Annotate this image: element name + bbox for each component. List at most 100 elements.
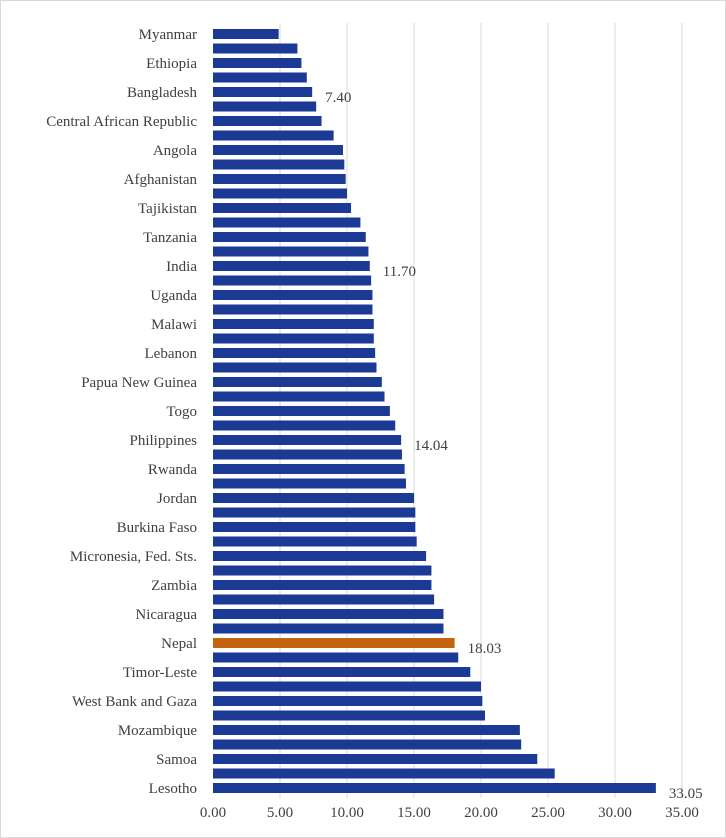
- bar: [213, 101, 317, 112]
- category-label: Lesotho: [149, 781, 197, 797]
- category-label: Rwanda: [148, 462, 197, 478]
- bar: [213, 580, 432, 590]
- bar: [213, 232, 366, 242]
- category-label: Papua New Guinea: [81, 375, 197, 391]
- bar: [213, 739, 522, 750]
- bar: [213, 565, 432, 576]
- bar: [213, 188, 347, 199]
- data-label: 18.03: [468, 641, 502, 657]
- category-label: Zambia: [151, 578, 197, 594]
- category-label: Philippines: [129, 433, 197, 449]
- x-tick-label: 10.00: [330, 805, 364, 821]
- bar: [213, 768, 555, 779]
- category-label: Timor-Leste: [123, 665, 197, 681]
- category-label: Jordan: [157, 491, 197, 507]
- x-tick-label: 30.00: [598, 805, 632, 821]
- data-label: 14.04: [414, 438, 448, 454]
- bar: [213, 406, 390, 416]
- x-tick-label: 15.00: [397, 805, 431, 821]
- gridlines: [279, 23, 683, 798]
- bars: [213, 29, 656, 793]
- bar: [213, 333, 374, 344]
- category-label: Tanzania: [143, 230, 197, 246]
- category-label: Bangladesh: [127, 85, 197, 101]
- x-tick-label: 20.00: [464, 805, 498, 821]
- bar: [213, 377, 382, 387]
- bar: [213, 391, 385, 402]
- x-tick-label: 0.00: [200, 805, 226, 821]
- bar-highlight: [213, 638, 455, 648]
- bar: [213, 58, 302, 68]
- x-tick-label: 25.00: [531, 805, 565, 821]
- bar: [213, 174, 346, 184]
- bar: [213, 551, 427, 561]
- category-label: Nepal: [161, 636, 197, 652]
- data-label: 7.40: [325, 90, 351, 106]
- bar: [213, 623, 444, 634]
- bar: [213, 507, 416, 518]
- x-tick-labels: 0.00 5.00 10.00 15.00 20.00 25.00 30.00 35.00: [200, 805, 699, 821]
- bar: [213, 464, 405, 474]
- category-label: Uganda: [150, 288, 197, 304]
- bar: [213, 522, 416, 532]
- bar: [213, 681, 481, 692]
- bar: [213, 145, 343, 155]
- x-tick-label: 5.00: [267, 805, 293, 821]
- bar: [213, 478, 406, 489]
- category-label: Angola: [153, 143, 198, 159]
- category-labels: Myanmar Ethiopia Bangladesh Central African…: [46, 27, 197, 797]
- bar: [213, 304, 373, 315]
- category-label: Tajikistan: [138, 201, 197, 217]
- bar: [213, 203, 352, 213]
- category-label: Afghanistan: [124, 172, 198, 188]
- bar: [213, 130, 334, 141]
- bar: [213, 348, 376, 358]
- category-label: Myanmar: [139, 27, 197, 43]
- bar: [213, 217, 361, 228]
- bar: [213, 725, 520, 735]
- bar: [213, 290, 373, 300]
- bar: [213, 246, 369, 257]
- bar: [213, 420, 396, 431]
- bar: [213, 449, 402, 460]
- bar: [213, 116, 322, 126]
- bar: [213, 72, 307, 83]
- category-label: Burkina Faso: [117, 520, 197, 536]
- bar: [213, 594, 435, 605]
- bar: [213, 493, 414, 503]
- data-label: 33.05: [669, 786, 703, 802]
- bar: [213, 652, 459, 663]
- x-tick-label: 35.00: [665, 805, 699, 821]
- bar: [213, 536, 417, 547]
- category-label: Micronesia, Fed. Sts.: [70, 549, 197, 565]
- bar: [213, 87, 313, 97]
- bar: [213, 783, 656, 793]
- category-label: Togo: [166, 404, 197, 420]
- category-label: West Bank and Gaza: [72, 694, 197, 710]
- data-label: 11.70: [383, 264, 416, 280]
- category-label: Ethiopia: [146, 56, 197, 72]
- category-label: India: [166, 259, 197, 275]
- category-label: Central African Republic: [46, 114, 197, 130]
- category-label: Malawi: [151, 317, 197, 333]
- data-labels: 7.40 11.70 14.04 18.03 33.05: [325, 90, 702, 802]
- bar: [213, 29, 279, 39]
- category-label: Lebanon: [145, 346, 198, 362]
- bar: [213, 754, 538, 764]
- bar: [213, 261, 370, 271]
- bar: [213, 609, 444, 619]
- category-label: Samoa: [156, 752, 197, 768]
- bar: [213, 275, 372, 286]
- category-label: Nicaragua: [135, 607, 197, 623]
- bar: [213, 710, 486, 721]
- bar: [213, 435, 402, 445]
- bar: [213, 362, 377, 373]
- bar: [213, 667, 471, 677]
- category-label: Mozambique: [118, 723, 197, 739]
- bar: [213, 159, 345, 170]
- bar: [213, 696, 483, 706]
- bar: [213, 43, 298, 54]
- bar: [213, 319, 374, 329]
